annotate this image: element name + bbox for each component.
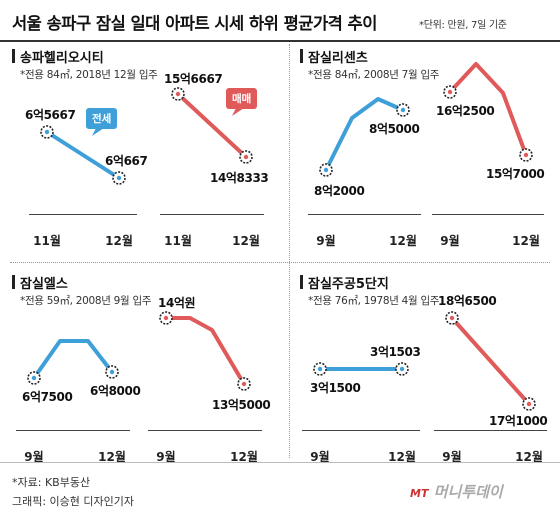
maemae-callout-pointer [232, 108, 244, 116]
maemae-value-label: 14억원 [158, 296, 196, 310]
panel-title-helio: 송파헬리오시티 [20, 51, 104, 66]
maemae-value-label: 14억8333 [210, 171, 269, 185]
horizontal-divider [10, 262, 550, 263]
maemae-value-label: 16억2500 [436, 104, 495, 118]
data-point [526, 401, 532, 407]
jeonse-callout: 전세 [86, 108, 118, 129]
data-point [400, 107, 406, 113]
jeonse-line [324, 97, 405, 172]
data-point [163, 315, 169, 321]
maemae-line [448, 62, 528, 157]
jeonse-value-label: 6억8000 [90, 384, 141, 398]
data-point [523, 152, 529, 158]
maemae-line [176, 92, 248, 159]
page-title: 서울 송파구 잠실 일대 아파트 시세 하위 평균가격 추이 [12, 14, 377, 33]
maemae-line [164, 316, 246, 386]
maemae-value-label: 15억7000 [486, 167, 545, 181]
x-tick-label: 12월 [512, 234, 540, 248]
jeonse-value-label: 3억1503 [370, 345, 421, 359]
x-tick-label: 12월 [389, 234, 417, 248]
panel-marker [300, 275, 303, 289]
x-tick-label: 9월 [156, 450, 176, 464]
data-point [109, 369, 115, 375]
x-tick-label: 12월 [232, 234, 260, 248]
jeonse-value-label: 8억5000 [369, 122, 420, 136]
panel-title-ricenz: 잠실리센츠 [308, 51, 368, 66]
x-axis-line [29, 214, 137, 215]
x-axis-line [160, 214, 264, 215]
panel-marker [12, 49, 15, 63]
x-tick-label: 9월 [24, 450, 44, 464]
publisher-logo: MT 머니투데이 [410, 481, 503, 502]
x-tick-label: 9월 [310, 450, 330, 464]
source-note: *자료: KB부동산 [12, 476, 91, 489]
maemae-value-label: 17억1000 [489, 414, 548, 428]
bottom-rule [0, 462, 560, 463]
jeonse-line [32, 339, 114, 380]
x-tick-label: 12월 [98, 450, 126, 464]
data-point [241, 381, 247, 387]
panel-marker [12, 275, 15, 289]
x-axis-line [434, 430, 547, 431]
logo-mark: MT [410, 487, 429, 500]
x-tick-label: 9월 [316, 234, 336, 248]
x-axis-line [148, 430, 262, 431]
data-point [323, 167, 329, 173]
logo-text: 머니투데이 [433, 483, 503, 501]
data-point [317, 366, 323, 372]
maemae-value-label: 15억6667 [164, 72, 223, 86]
data-point [44, 129, 50, 135]
jeonse-value-label: 8억2000 [314, 184, 365, 198]
jeonse-callout-pointer [92, 128, 104, 136]
maemae-value-label: 18억6500 [438, 294, 497, 308]
x-tick-label: 12월 [515, 450, 543, 464]
x-axis-line [432, 214, 544, 215]
x-axis-line [308, 214, 421, 215]
x-tick-label: 12월 [230, 450, 258, 464]
jeonse-value-label: 6억5667 [25, 108, 76, 122]
data-point [175, 91, 181, 97]
x-axis-line [302, 430, 420, 431]
maemae-line [450, 316, 531, 406]
jeonse-line [45, 130, 121, 180]
jeonse-value-label: 6억667 [105, 154, 148, 168]
x-tick-label: 12월 [105, 234, 133, 248]
x-tick-label: 11월 [33, 234, 61, 248]
x-tick-label: 9월 [440, 234, 460, 248]
x-tick-label: 12월 [388, 450, 416, 464]
panel-sub-els: *전용 59㎡, 2008년 9월 입주 [20, 295, 152, 307]
top-rule [0, 40, 560, 42]
panel-sub-jugong: *전용 76㎡, 1978년 4월 입주 [308, 295, 440, 307]
panel-sub-helio: *전용 84㎡, 2018년 12월 입주 [20, 69, 158, 81]
jeonse-value-label: 3억1500 [310, 381, 361, 395]
x-axis-line [16, 430, 130, 431]
data-point [31, 375, 37, 381]
x-tick-label: 9월 [442, 450, 462, 464]
maemae-value-label: 13억5000 [212, 398, 271, 412]
x-tick-label: 11월 [164, 234, 192, 248]
panel-title-jugong: 잠실주공5단지 [308, 277, 389, 292]
panel-title-els: 잠실엘스 [20, 277, 68, 292]
unit-note: *단위: 만원, 7일 기준 [419, 20, 507, 31]
data-point [116, 175, 122, 181]
data-point [449, 315, 455, 321]
panel-marker [300, 49, 303, 63]
data-point [447, 89, 453, 95]
vertical-divider [289, 44, 290, 458]
maemae-callout: 매매 [226, 88, 258, 109]
data-point [243, 154, 249, 160]
panel-sub-ricenz: *전용 84㎡, 2008년 7월 입주 [308, 69, 440, 81]
credit-note: 그래픽: 이승현 디자인기자 [12, 495, 135, 508]
data-point [399, 366, 405, 372]
jeonse-value-label: 6억7500 [22, 390, 73, 404]
